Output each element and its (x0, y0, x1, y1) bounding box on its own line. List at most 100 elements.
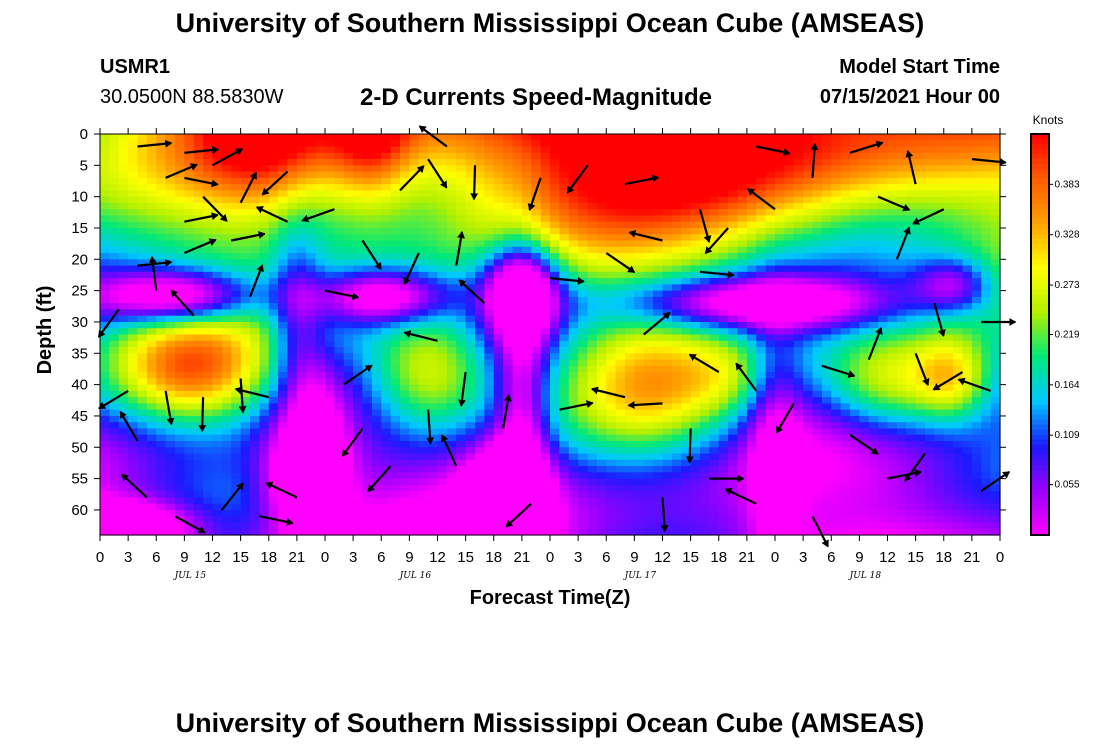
heat-cell (868, 202, 879, 210)
heat-cell (943, 196, 954, 204)
heat-cell (325, 453, 335, 461)
heat-cell (109, 177, 120, 185)
heat-cell (231, 422, 242, 430)
heat-cell (278, 353, 289, 361)
heat-cell (990, 397, 1001, 405)
heat-cell (362, 397, 373, 405)
heat-cell (390, 378, 401, 386)
heat-cell (240, 434, 251, 442)
heat-cell (925, 334, 935, 342)
heat-cell (128, 184, 139, 191)
heat-cell (268, 441, 279, 448)
heat-cell (540, 290, 551, 298)
heat-cell (962, 409, 973, 417)
heat-cell (371, 422, 382, 430)
heat-cell (550, 190, 560, 198)
heat-cell (475, 165, 485, 173)
heat-cell (700, 321, 710, 329)
heat-cell (325, 215, 335, 223)
heat-cell (831, 347, 842, 354)
heat-cell (831, 403, 842, 411)
heat-cell (671, 227, 682, 235)
heat-cell (400, 340, 410, 348)
heat-cell (981, 221, 992, 229)
heat-cell (353, 378, 364, 386)
heat-cell (493, 378, 504, 386)
heat-cell (475, 290, 485, 298)
heat-cell (606, 365, 617, 373)
heat-cell (850, 134, 860, 141)
heat-cell (334, 409, 345, 417)
heat-cell (700, 271, 710, 279)
heat-cell (784, 278, 795, 285)
heat-cell (700, 372, 710, 379)
heat-cell (831, 240, 842, 248)
heat-cell (821, 196, 832, 204)
heat-cell (887, 196, 898, 204)
heat-cell (746, 284, 757, 292)
heat-cell (184, 397, 195, 405)
heat-cell (353, 202, 364, 210)
heat-cell (971, 259, 982, 267)
heat-cell (540, 328, 551, 336)
heat-cell (906, 246, 917, 254)
heat-cell (100, 171, 110, 179)
heat-cell (850, 359, 860, 367)
heat-cell (887, 177, 898, 185)
heat-cell (184, 290, 195, 298)
heat-cell (756, 434, 767, 442)
heat-cell (625, 152, 635, 160)
heat-cell (915, 328, 926, 336)
heat-cell (587, 215, 598, 223)
heat-cell (221, 240, 232, 248)
heat-cell (793, 434, 804, 442)
heat-cell (812, 340, 823, 348)
heat-cell (540, 234, 551, 242)
heat-cell (775, 234, 785, 242)
heat-cell (737, 190, 748, 198)
heat-cell (681, 221, 692, 229)
heat-cell (268, 246, 279, 254)
heat-cell (775, 140, 785, 148)
heat-cell (400, 315, 410, 323)
heat-cell (484, 397, 495, 405)
heat-cell (840, 177, 851, 185)
heat-cell (634, 215, 645, 223)
heat-cell (250, 309, 260, 317)
heat-cell (475, 134, 485, 141)
heat-cell (456, 152, 467, 160)
heat-cell (165, 328, 176, 336)
heat-cell (156, 190, 167, 198)
heat-cell (100, 165, 110, 173)
heat-cell (531, 177, 542, 185)
heat-cell (306, 202, 317, 210)
heat-cell (850, 441, 860, 448)
heat-cell (681, 315, 692, 323)
heat-cell (681, 296, 692, 304)
heat-cell (587, 353, 598, 361)
heat-cell (175, 347, 185, 354)
heat-cell (887, 428, 898, 436)
heat-cell (493, 397, 504, 405)
heat-cell (531, 165, 542, 173)
heat-cell (128, 315, 139, 323)
heat-cell (503, 171, 514, 179)
heat-cell (718, 278, 729, 285)
heat-cell (662, 384, 673, 392)
heat-cell (634, 397, 645, 405)
heat-cell (371, 227, 382, 235)
heat-cell (212, 422, 223, 430)
heat-cell (821, 284, 832, 292)
heat-cell (559, 140, 570, 148)
heat-cell (953, 215, 964, 223)
heat-cell (325, 165, 335, 173)
heat-cell (287, 397, 298, 405)
heat-cell (465, 165, 476, 173)
heat-cell (109, 384, 120, 392)
heat-cell (484, 253, 495, 260)
heat-cell (109, 246, 120, 254)
heat-cell (390, 246, 401, 254)
heat-cell (146, 309, 157, 317)
heat-cell (878, 365, 889, 373)
heat-cell (550, 334, 560, 342)
